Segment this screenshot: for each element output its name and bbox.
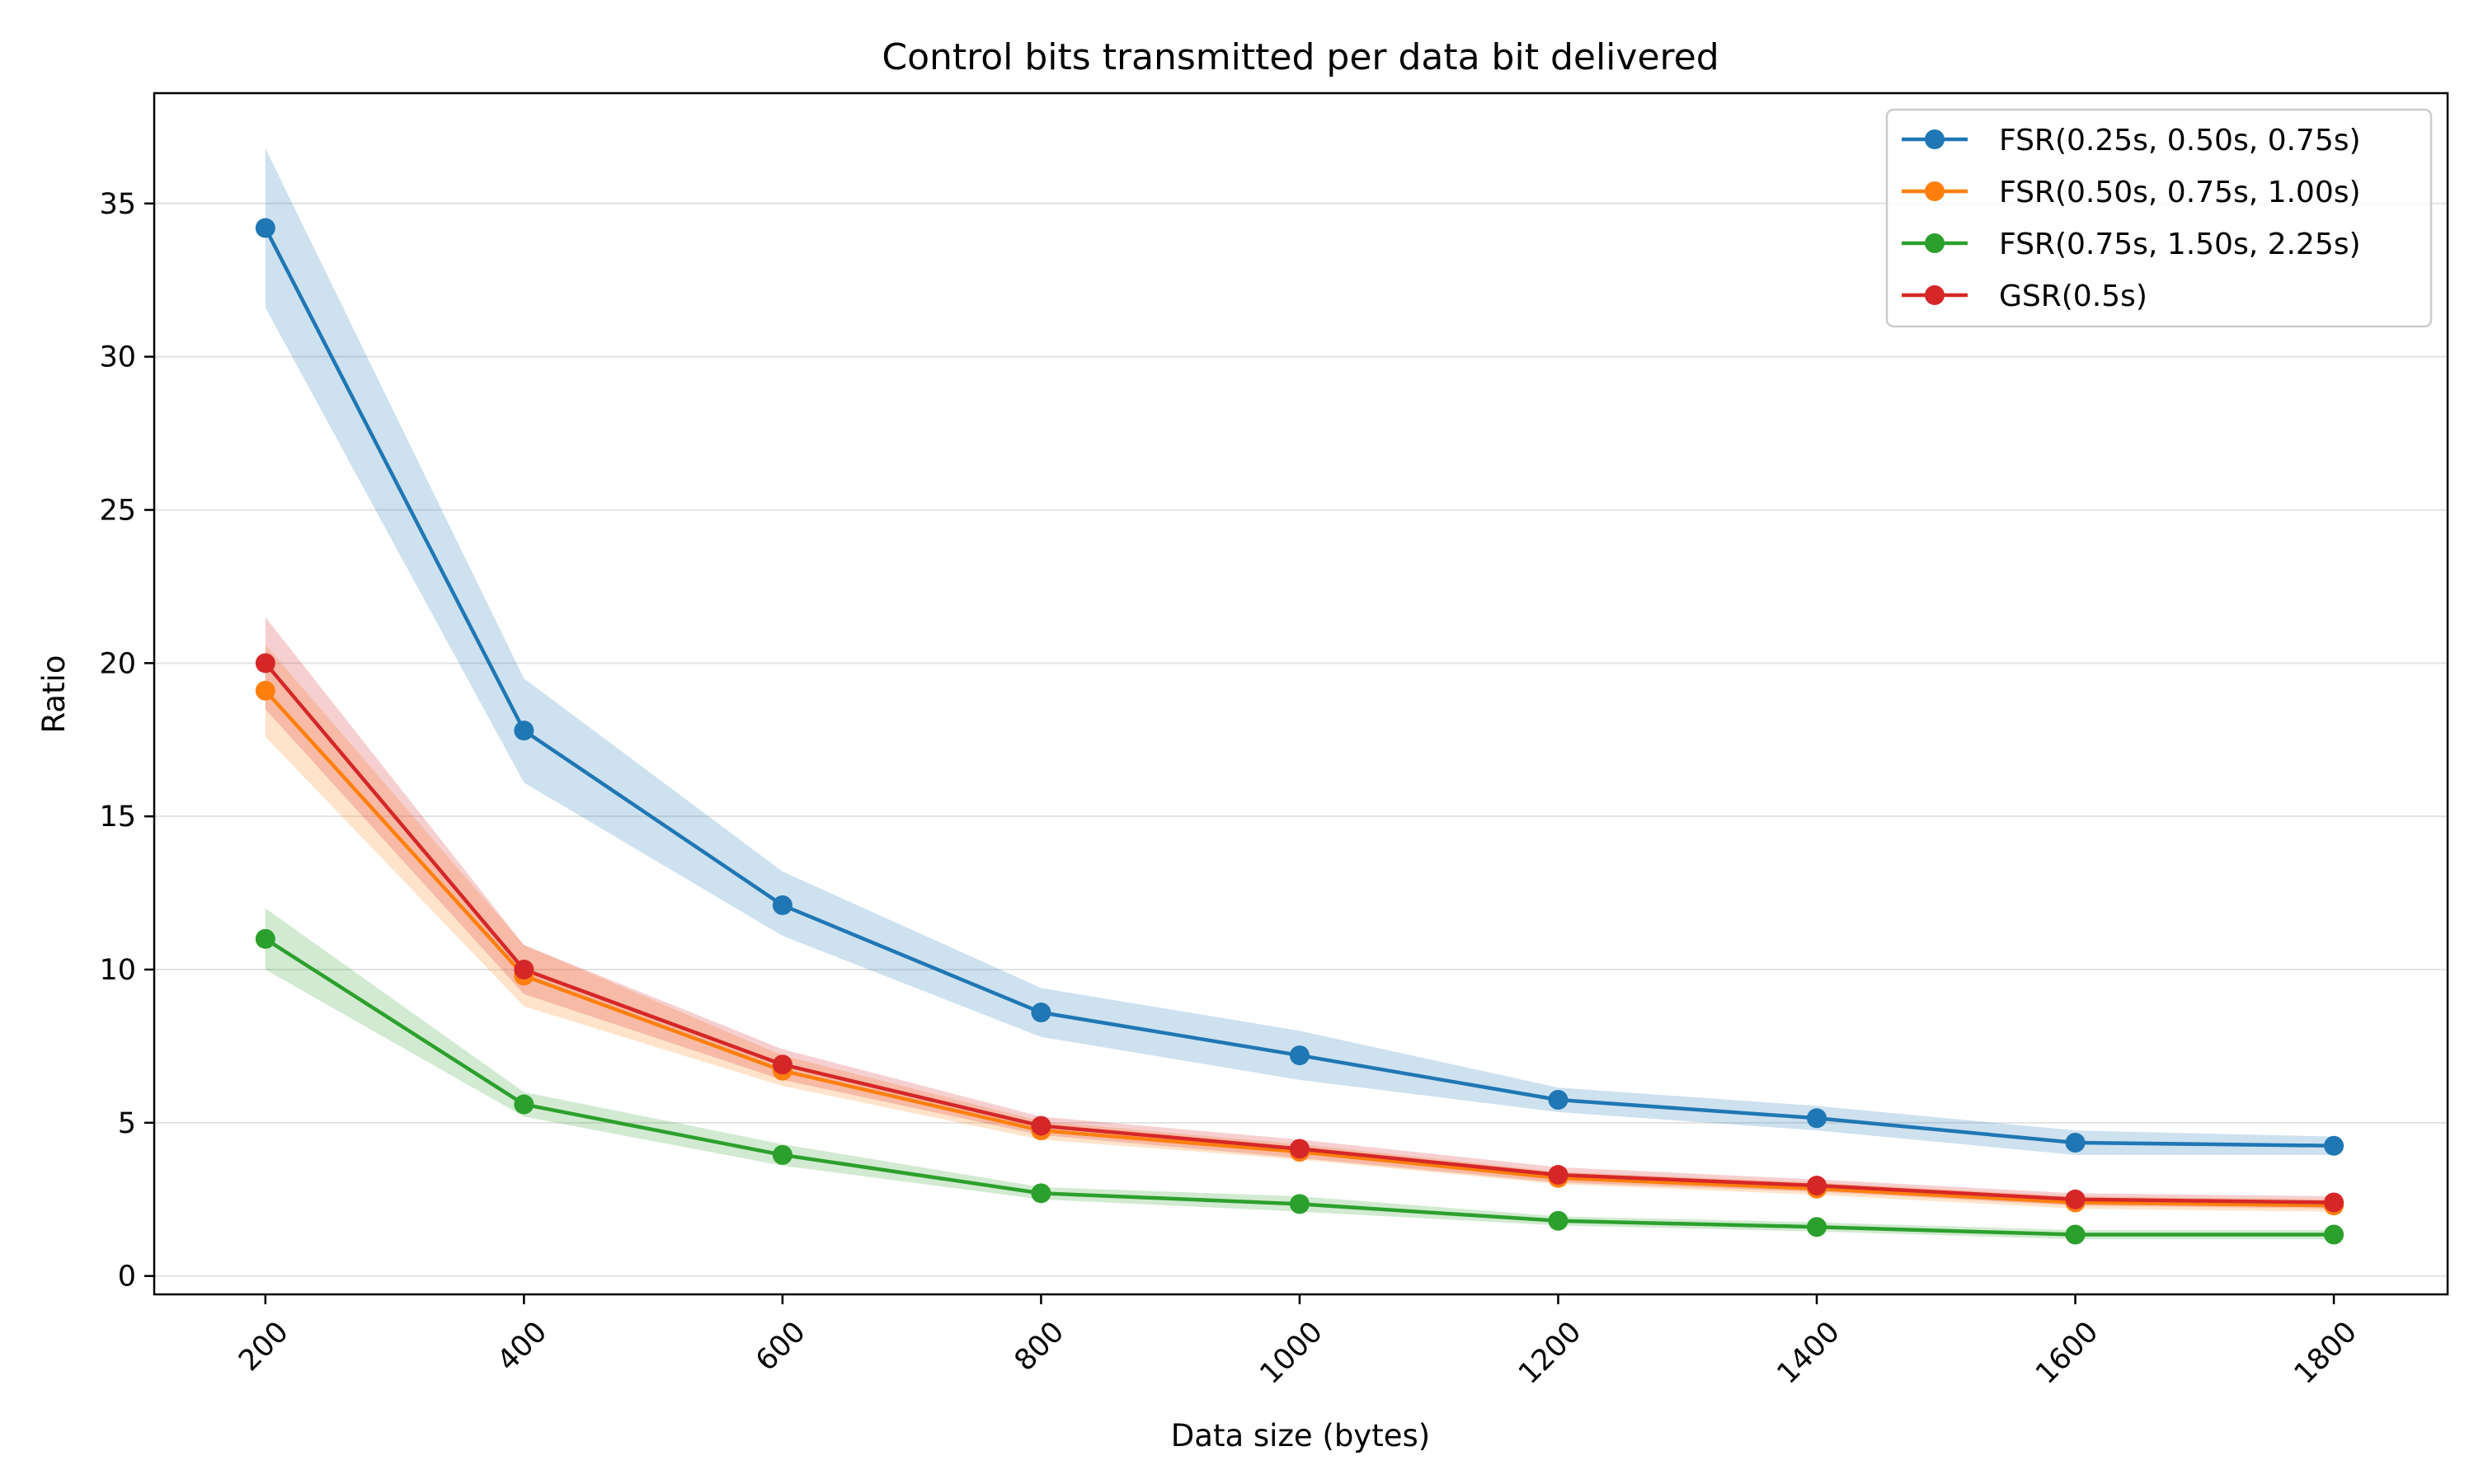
legend-label: FSR(0.25s, 0.50s, 0.75s) [1999, 124, 2361, 157]
data-point-series-2-x-1800 [2324, 1224, 2345, 1245]
data-point-series-3-x-1600 [2065, 1189, 2086, 1209]
y-tick-label: 30 [99, 341, 136, 374]
legend-marker-2 [1925, 233, 1945, 253]
legend-label: GSR(0.5s) [1999, 279, 2147, 313]
legend-label: FSR(0.75s, 1.50s, 2.25s) [1999, 228, 2361, 261]
legend-entries: FSR(0.25s, 0.50s, 0.75s) FSR(0.50s, 0.75s… [1902, 124, 2361, 313]
legend-marker-3 [1925, 285, 1945, 305]
y-tick-label: 20 [99, 647, 136, 680]
data-point-series-0-x-400 [514, 721, 534, 741]
chart-title: Control bits transmitted per data bit de… [882, 36, 1719, 78]
data-point-series-2-x-200 [255, 928, 275, 949]
data-point-series-0-x-1800 [2324, 1135, 2345, 1156]
y-tick-label: 25 [99, 494, 136, 527]
data-point-series-0-x-1000 [1289, 1045, 1310, 1066]
grid-lines [154, 202, 2448, 1277]
data-point-series-2-x-1600 [2065, 1224, 2086, 1245]
y-tick-label: 5 [118, 1107, 136, 1140]
data-point-series-3-x-1200 [1548, 1165, 1569, 1186]
series-markers [255, 218, 2345, 1245]
legend-box [1885, 108, 2433, 328]
data-point-series-0-x-1400 [1806, 1108, 1827, 1129]
data-point-series-0-x-600 [772, 895, 793, 915]
y-tick-label: 0 [118, 1261, 136, 1294]
legend-marker-1 [1925, 181, 1945, 201]
y-tick-label: 15 [99, 801, 136, 834]
data-point-series-2-x-1000 [1289, 1194, 1310, 1214]
data-point-series-2-x-800 [1031, 1183, 1051, 1204]
data-point-series-3-x-1800 [2324, 1192, 2345, 1213]
data-point-series-3-x-1400 [1806, 1176, 1827, 1196]
x-axis-label: Data size (bytes) [1171, 1418, 1430, 1453]
y-axis-label: Ratio [36, 655, 72, 734]
legend-label: FSR(0.50s, 0.75s, 1.00s) [1999, 176, 2361, 209]
data-point-series-3-x-400 [514, 960, 534, 980]
data-point-series-3-x-600 [772, 1054, 793, 1075]
legend: FSR(0.25s, 0.50s, 0.75s) FSR(0.50s, 0.75s… [1885, 108, 2433, 328]
data-point-series-2-x-400 [514, 1094, 534, 1115]
y-tick-label: 10 [99, 954, 136, 987]
data-point-series-1-x-200 [255, 680, 275, 701]
legend-marker-0 [1925, 129, 1945, 149]
data-point-series-0-x-800 [1031, 1003, 1051, 1023]
data-point-series-3-x-200 [255, 653, 275, 674]
data-point-series-0-x-200 [255, 218, 275, 238]
plot-area-frame [153, 92, 2449, 1296]
data-point-series-3-x-1000 [1289, 1139, 1310, 1159]
data-point-series-0-x-1200 [1548, 1089, 1569, 1110]
data-point-series-3-x-800 [1031, 1115, 1051, 1136]
data-point-series-2-x-600 [772, 1144, 793, 1165]
y-axis-ticks: 0 5 10 15 20 25 30 35 [99, 188, 154, 1294]
y-tick-label: 35 [99, 188, 136, 221]
data-point-series-2-x-1200 [1548, 1210, 1569, 1231]
data-point-series-2-x-1400 [1806, 1217, 1827, 1237]
data-point-series-0-x-1600 [2065, 1133, 2086, 1153]
